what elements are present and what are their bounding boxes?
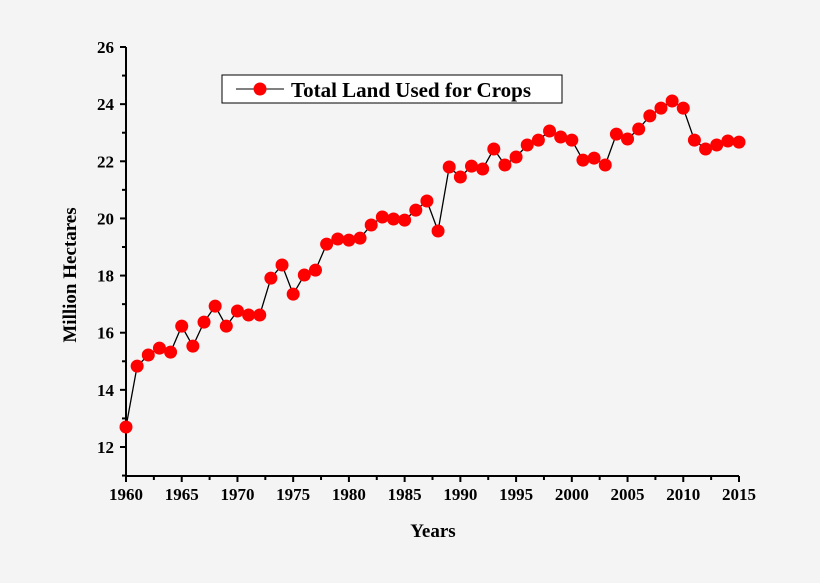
y-tick-label: 16 bbox=[97, 324, 114, 343]
data-point bbox=[253, 308, 267, 322]
data-point bbox=[364, 218, 378, 232]
y-tick-label: 20 bbox=[97, 209, 114, 228]
data-point bbox=[286, 287, 300, 301]
x-tick-label: 2000 bbox=[555, 485, 589, 504]
data-point bbox=[732, 135, 746, 149]
x-tick-label: 1985 bbox=[388, 485, 422, 504]
data-point bbox=[186, 339, 200, 353]
data-point bbox=[152, 341, 166, 355]
data-point bbox=[164, 345, 178, 359]
data-point bbox=[442, 160, 456, 174]
y-tick-label: 22 bbox=[97, 152, 114, 171]
x-tick-label: 2015 bbox=[722, 485, 756, 504]
data-point bbox=[632, 122, 646, 136]
y-tick-label: 18 bbox=[97, 267, 114, 286]
data-point bbox=[498, 158, 512, 172]
series-total-land bbox=[119, 94, 746, 434]
data-point bbox=[320, 237, 334, 251]
data-point bbox=[119, 420, 133, 434]
data-point bbox=[699, 142, 713, 156]
data-point bbox=[431, 224, 445, 238]
data-point bbox=[297, 268, 311, 282]
data-point bbox=[676, 101, 690, 115]
data-point bbox=[643, 109, 657, 123]
x-axis-label: Years bbox=[410, 521, 455, 542]
legend-label: Total Land Used for Crops bbox=[291, 78, 531, 102]
data-point bbox=[609, 127, 623, 141]
data-point bbox=[197, 315, 211, 329]
y-tick-label: 24 bbox=[97, 95, 115, 114]
data-point bbox=[375, 210, 389, 224]
x-tick-label: 1970 bbox=[220, 485, 254, 504]
data-point bbox=[308, 263, 322, 277]
data-point bbox=[453, 170, 467, 184]
data-point bbox=[242, 308, 256, 322]
data-point bbox=[275, 258, 289, 272]
x-tick-label: 2010 bbox=[666, 485, 700, 504]
data-point bbox=[331, 232, 345, 246]
data-point bbox=[509, 150, 523, 164]
x-tick-label: 1990 bbox=[443, 485, 477, 504]
data-point bbox=[230, 304, 244, 318]
y-tick-label: 12 bbox=[97, 438, 114, 457]
data-point bbox=[386, 212, 400, 226]
data-point bbox=[687, 133, 701, 147]
x-tick-label: 1980 bbox=[332, 485, 366, 504]
data-point bbox=[353, 231, 367, 245]
data-point bbox=[598, 158, 612, 172]
data-point bbox=[175, 319, 189, 333]
data-point bbox=[219, 319, 233, 333]
data-point bbox=[665, 94, 679, 108]
series-line bbox=[125, 100, 740, 428]
y-axis-label: Million Hectares bbox=[60, 207, 81, 342]
data-point bbox=[520, 138, 534, 152]
data-point bbox=[554, 130, 568, 144]
x-tick-label: 2005 bbox=[611, 485, 645, 504]
data-point bbox=[409, 203, 423, 217]
data-point bbox=[476, 162, 490, 176]
data-point bbox=[721, 134, 735, 148]
x-tick-label: 1965 bbox=[165, 485, 199, 504]
x-tick-label: 1995 bbox=[499, 485, 533, 504]
data-point bbox=[543, 124, 557, 138]
legend: Total Land Used for Crops bbox=[221, 74, 563, 104]
data-point bbox=[420, 194, 434, 208]
data-point bbox=[654, 101, 668, 115]
data-point bbox=[576, 153, 590, 167]
x-tick-label: 1975 bbox=[276, 485, 310, 504]
data-point bbox=[710, 138, 724, 152]
data-point bbox=[487, 142, 501, 156]
y-tick-label: 26 bbox=[97, 38, 114, 57]
data-point bbox=[565, 133, 579, 147]
data-point bbox=[264, 271, 278, 285]
data-point bbox=[342, 233, 356, 247]
data-point bbox=[130, 359, 144, 373]
data-point bbox=[398, 213, 412, 227]
data-point bbox=[587, 151, 601, 165]
data-point bbox=[621, 132, 635, 146]
data-point bbox=[531, 133, 545, 147]
y-tick-label: 14 bbox=[97, 381, 115, 400]
axes: 12 14 16 18 20 22 24 26 1960 1965 1970 1975 1980 1985… bbox=[97, 38, 756, 504]
data-point bbox=[208, 299, 222, 313]
data-point bbox=[141, 348, 155, 362]
legend-marker bbox=[253, 82, 267, 96]
data-point bbox=[465, 159, 479, 173]
x-tick-label: 1960 bbox=[109, 485, 143, 504]
